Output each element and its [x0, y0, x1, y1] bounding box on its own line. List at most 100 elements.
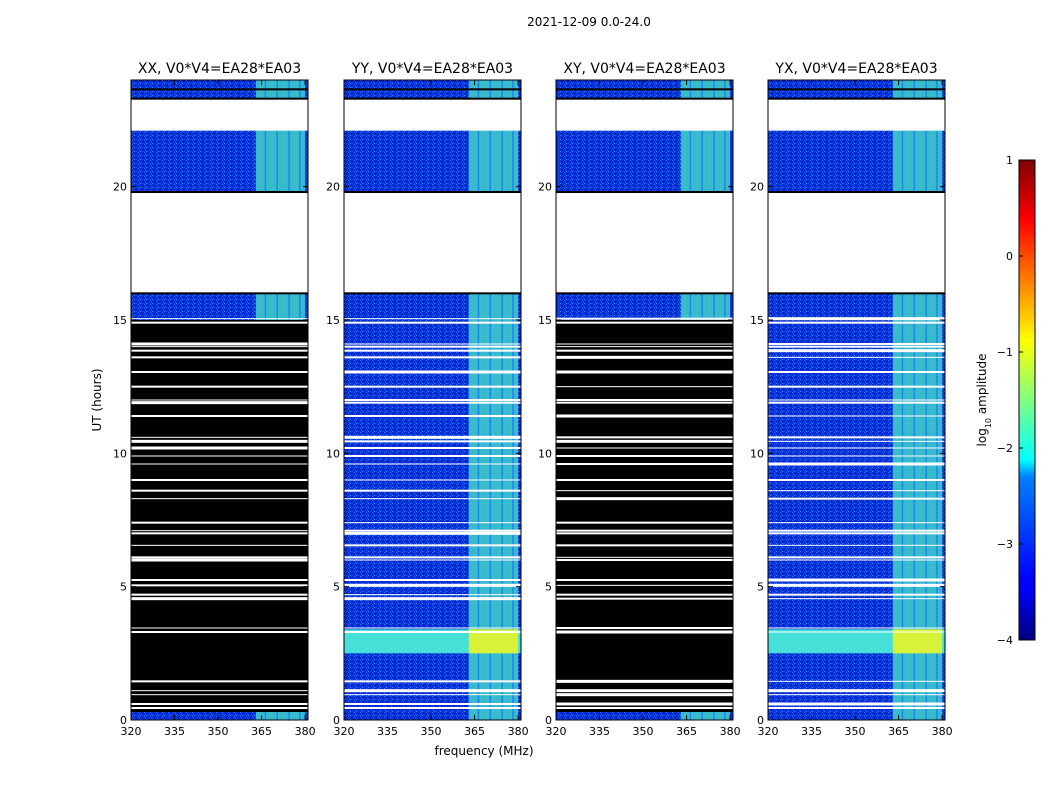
panel-xx-flag-line-13: [131, 544, 308, 546]
panel-xy-ytick-label-15: 15: [538, 314, 552, 327]
panel-xy-gap-edge-2: [556, 88, 733, 91]
panel-xx-flag-line-5: [131, 631, 308, 633]
panel-xy-flag-line-17: [556, 497, 733, 501]
panel-yx-flag-line-5: [768, 631, 945, 633]
panel-yx-flag-line-21: [768, 455, 945, 457]
panel-yy-gap-edge-0: [344, 191, 521, 193]
panel-yy-xtick-label-335: 335: [377, 725, 398, 738]
panel-xy-flag-line-33: [556, 343, 733, 345]
panel-yy-flag-line-20: [344, 463, 521, 465]
panel-yy-flag-line-13: [344, 544, 521, 547]
panel-xy-gap-edge-3: [556, 292, 733, 295]
panel-yx-flag-line-34: [768, 321, 945, 324]
panel-yy-xtick-label-320: 320: [334, 725, 355, 738]
panel-yx-flag-line-8: [768, 593, 945, 596]
panel-xy-frame: [555, 79, 734, 721]
panel-yy-flag-line-15: [344, 529, 521, 532]
panel-yy-flag-line-11: [344, 559, 521, 561]
panel-xy-xtick-label-380: 380: [720, 725, 741, 738]
panel-xy-flag-line-21: [556, 455, 733, 457]
panel-yx-flag-line-31: [768, 349, 945, 353]
panel-xx-flag-line-31: [131, 349, 308, 352]
panel-yy-gap-edge-1: [344, 97, 521, 100]
panel-yx-flag-line-2: [768, 694, 945, 696]
panel-yy-gap-edge-2: [344, 88, 521, 91]
panel-xx-flag-line-33: [131, 342, 308, 346]
panel-xx-ytick-label-5: 5: [120, 581, 127, 594]
panel-xy-flag-line-6: [556, 627, 733, 629]
panel-yy-flag-line-14: [344, 531, 521, 535]
panel-xx-gap-0: [131, 192, 308, 294]
panel-xy-xtick-label-365: 365: [676, 725, 697, 738]
panel-yx-ytick-label-5: 5: [757, 581, 764, 594]
panel-xy-flag-line-3: [556, 689, 733, 693]
colorbar-tick-label-5: −4: [997, 634, 1013, 647]
panel-yx-flag-line-17: [768, 497, 945, 500]
panel-yy-flag-line-25: [344, 415, 521, 417]
panel-xy-flag-line-9: [556, 584, 733, 586]
panel-xx-xtick-label-365: 365: [251, 725, 272, 738]
panel-yx-ytick-label-20: 20: [750, 181, 764, 194]
panel-yy-title: YY, V0*V4=EA28*EA03: [351, 61, 513, 77]
panel-yy-frame: [343, 79, 522, 721]
panel-xx-ytick-label-0: 0: [120, 714, 127, 727]
panel-xy-xtick-label-350: 350: [633, 725, 654, 738]
panel-yy-flag-line-22: [344, 447, 521, 449]
panel-xy-flag-line-13: [556, 544, 733, 547]
panel-yx: YX, V0*V4=EA28*EA03 320 335 350 365 380 0 5 10 15…: [750, 61, 953, 738]
panel-xx-flag-line-4: [131, 680, 308, 683]
panel-yx-gap-1: [768, 98, 945, 131]
panel-xx-flag-line-23: [131, 439, 308, 443]
panel-xy-ytick-label-0: 0: [545, 714, 552, 727]
panel-xy-gap-0: [556, 192, 733, 294]
panel-yx-flag-line-12: [768, 556, 945, 559]
panel-xx-ytick-label-20: 20: [113, 181, 127, 194]
panel-yy-ytick-label-0: 0: [333, 714, 340, 727]
panel-xy-xtick-label-335: 335: [589, 725, 610, 738]
panel-xx-flag-line-34: [131, 321, 308, 324]
panel-yx-gap-edge-0: [768, 191, 945, 193]
panel-yy-xtick-label-365: 365: [464, 725, 485, 738]
panel-yx-flag-line-30: [768, 356, 945, 358]
panel-xy-flag-line-30: [556, 355, 733, 359]
panel-yy-bright-band-rfi: [468, 629, 519, 654]
panel-xx-flag-line-17: [131, 498, 308, 500]
panel-yx-xtick-label-335: 335: [801, 725, 822, 738]
panel-yx-ytick-label-15: 15: [750, 314, 764, 327]
panel-yy-flag-line-2: [344, 694, 521, 696]
panel-yy-ytick-label-15: 15: [326, 314, 340, 327]
panel-yy-xtick-label-380: 380: [508, 725, 529, 738]
panel-yx-flag-line-3: [768, 689, 945, 693]
panel-xy-flag-line-7: [556, 597, 733, 600]
panel-xy-flag-line-11: [556, 559, 733, 561]
panel-xy-title: XY, V0*V4=EA28*EA03: [563, 61, 725, 77]
panel-xx-xtick-label-350: 350: [208, 725, 229, 738]
colorbar-tick-label-0: 1: [1006, 154, 1013, 167]
colorbar-tick-label-3: −2: [997, 442, 1013, 455]
panel-yy-xtick-label-350: 350: [421, 725, 442, 738]
panel-xx-xtick-label-380: 380: [295, 725, 316, 738]
panel-xy-xtick-label-320: 320: [546, 725, 567, 738]
panel-yy-flag-line-26: [344, 401, 521, 404]
panel-xx-flag-line-6: [131, 627, 308, 629]
colorbar-tick-label-1: 0: [1006, 250, 1013, 263]
panel-yy-flag-line-0: [344, 707, 521, 709]
panel-yy-flag-line-34: [344, 321, 521, 324]
panel-xy-flag-line-24: [556, 436, 733, 439]
panel-yx-flag-line-15: [768, 529, 945, 532]
panel-xy-flag-line-26: [556, 401, 733, 404]
panel-xy-flag-line-4: [556, 679, 733, 683]
panel-yx-ytick-label-0: 0: [757, 714, 764, 727]
panel-xy-flag-line-14: [556, 532, 733, 535]
panel-yy-flag-line-9: [344, 583, 521, 587]
panel-xx-flag-line-30: [131, 356, 308, 359]
panel-yy-flag-line-12: [344, 556, 521, 559]
panel-xy-flag-line-19: [556, 479, 733, 481]
colorbar-tick-label-4: −3: [997, 538, 1013, 551]
panel-yx-xtick-label-350: 350: [845, 725, 866, 738]
panel-xy-flag-line-12: [556, 556, 733, 558]
panel-xx-flag-line-15: [131, 530, 308, 532]
panel-yx-frame: [767, 79, 946, 721]
panel-yx-flag-line-28: [768, 385, 945, 388]
panel-yx-gap-edge-1: [768, 97, 945, 100]
